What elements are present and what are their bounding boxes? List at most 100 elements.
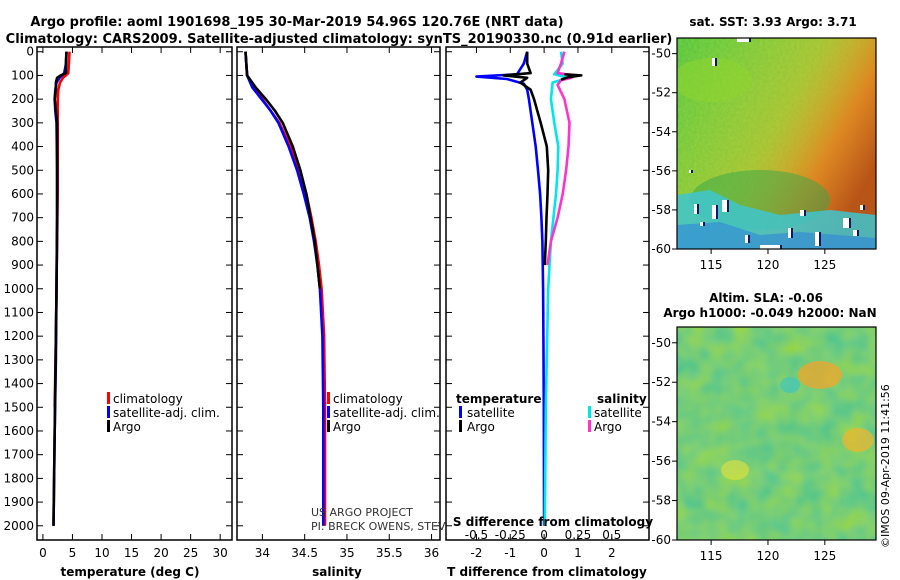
missing-data-edge	[849, 218, 851, 228]
t-difference-axis: -2 -1 0 1 2	[470, 47, 616, 560]
s-difference-axis: -0.5 -0.25 0 0.25 0.5	[465, 528, 622, 542]
temperature-legend: climatology satellite-adj. clim. Argo	[107, 392, 220, 434]
depth-tick-label: 700	[11, 211, 34, 225]
missing-data-speck	[800, 210, 804, 216]
x-tick-label: 36	[424, 546, 439, 560]
depth-tick-label: 1800	[3, 471, 34, 485]
salinity-depth-ticks	[237, 51, 440, 527]
missing-data-speck	[694, 204, 697, 214]
depth-tick-label: 400	[11, 140, 34, 154]
sst-patch	[677, 58, 752, 102]
series-line-t-satellite	[475, 51, 546, 526]
legend-swatch-t-satellite	[459, 406, 462, 418]
missing-data-speck	[737, 38, 749, 42]
depth-tick-label: 500	[11, 163, 34, 177]
legend-swatch-s-satellite	[588, 406, 591, 418]
x-tick-label: -2	[470, 546, 482, 560]
missing-data-edge	[791, 228, 793, 238]
missing-data-speck	[853, 230, 857, 236]
s-difference-tick-label: 0.5	[602, 528, 621, 542]
legend-label-s-argo: Argo	[594, 420, 622, 434]
series-line-argo	[244, 51, 322, 289]
legend-swatch-satellite	[107, 406, 110, 418]
missing-data-edge	[863, 205, 865, 210]
difference-legend: temperature satellite Argo salinity sate…	[456, 392, 647, 434]
depth-tick-label: 1700	[3, 448, 34, 462]
legend-label-climatology: climatology	[113, 392, 183, 406]
x-tick-label: 34.5	[291, 546, 318, 560]
legend-swatch-argo	[327, 420, 330, 432]
missing-data-edge	[727, 200, 729, 212]
missing-data-speck	[843, 218, 849, 228]
x-tick-label: 30	[213, 546, 228, 560]
sla-low-patch	[780, 377, 800, 393]
s-difference-tick-label: 0	[540, 528, 548, 542]
legend-label-satellite: satellite-adj. clim.	[113, 406, 220, 420]
series-line-argo	[52, 51, 68, 526]
sla-high-patch	[721, 460, 749, 480]
salinity-plot-frame	[236, 46, 441, 541]
depth-axis: 0 100 200 300 400 500 600 700 800 900 1000 1100 1200…	[3, 45, 232, 533]
sst-lon-axis: 115 120 125	[700, 249, 836, 272]
x-tick-label: 1	[574, 546, 582, 560]
lat-tick-label: -60	[651, 242, 671, 256]
lon-tick-label: 125	[813, 258, 836, 272]
missing-data-speck	[712, 58, 715, 66]
depth-tick-label: 1200	[3, 329, 34, 343]
lat-tick-label: -58	[651, 494, 671, 508]
lat-tick-label: -50	[651, 336, 671, 350]
sst-heatmap	[677, 38, 876, 249]
x-tick-label: 35.5	[376, 546, 403, 560]
series-line-t-argo	[502, 51, 550, 266]
difference-panel: -2 -1 0 1 2 -0.5 -0.25 0 0.25 0.5 T difference f…	[445, 46, 653, 579]
missing-data-speck	[788, 228, 791, 238]
missing-data-speck	[815, 232, 819, 246]
missing-data-edge	[748, 235, 750, 243]
legend-label-argo: Argo	[333, 420, 361, 434]
s-difference-tick-label: 0.25	[565, 528, 592, 542]
s-difference-axis-label: S difference from climatology	[453, 515, 653, 529]
x-tick-label: 0	[39, 546, 47, 560]
sla-map-title-line1: Altim. SLA: -0.06	[709, 291, 823, 305]
series-line-satellite-adj-clim-	[244, 51, 325, 526]
x-tick-label: 20	[153, 546, 168, 560]
depth-tick-label: 1900	[3, 495, 34, 509]
sla-heatmap-texture	[677, 327, 876, 540]
series-line-s-argo	[546, 51, 576, 266]
depth-tick-label: 800	[11, 234, 34, 248]
lat-tick-label: -56	[651, 164, 671, 178]
depth-tick-label: 1000	[3, 282, 34, 296]
depth-tick-label: 0	[26, 45, 34, 59]
legend-title-salinity: salinity	[597, 392, 647, 406]
sst-missing-data	[689, 38, 865, 249]
x-tick-label: 25	[183, 546, 198, 560]
legend-swatch-argo	[107, 420, 110, 432]
missing-data-edge	[780, 245, 782, 249]
legend-swatch-climatology	[327, 392, 330, 404]
s-difference-tick-label: -0.5	[465, 528, 488, 542]
legend-swatch-satellite	[327, 406, 330, 418]
lat-tick-label: -58	[651, 203, 671, 217]
lon-tick-label: 120	[757, 549, 780, 563]
x-tick-label: 2	[608, 546, 616, 560]
lat-tick-label: -54	[651, 125, 671, 139]
depth-tick-label: 2000	[3, 519, 34, 533]
salinity-axis-label: salinity	[312, 565, 362, 579]
depth-tick-label: 1400	[3, 377, 34, 391]
depth-tick-label: 300	[11, 116, 34, 130]
legend-swatch-s-argo	[588, 420, 591, 432]
legend-label-t-satellite: satellite	[467, 406, 515, 420]
figure-title-line2: Climatology: CARS2009. Satellite-adjuste…	[6, 32, 673, 47]
missing-data-speck	[722, 200, 727, 212]
lon-tick-label: 115	[700, 549, 723, 563]
missing-data-speck	[712, 205, 716, 219]
depth-tick-label: 200	[11, 92, 34, 106]
lat-tick-label: -56	[651, 454, 671, 468]
sst-cold-region	[677, 222, 876, 249]
legend-swatch-t-argo	[459, 420, 462, 432]
credit-project: US ARGO PROJECT	[311, 506, 413, 519]
lat-tick-label: -52	[651, 86, 671, 100]
missing-data-speck	[700, 222, 703, 226]
series-line-s-spike	[560, 73, 583, 81]
